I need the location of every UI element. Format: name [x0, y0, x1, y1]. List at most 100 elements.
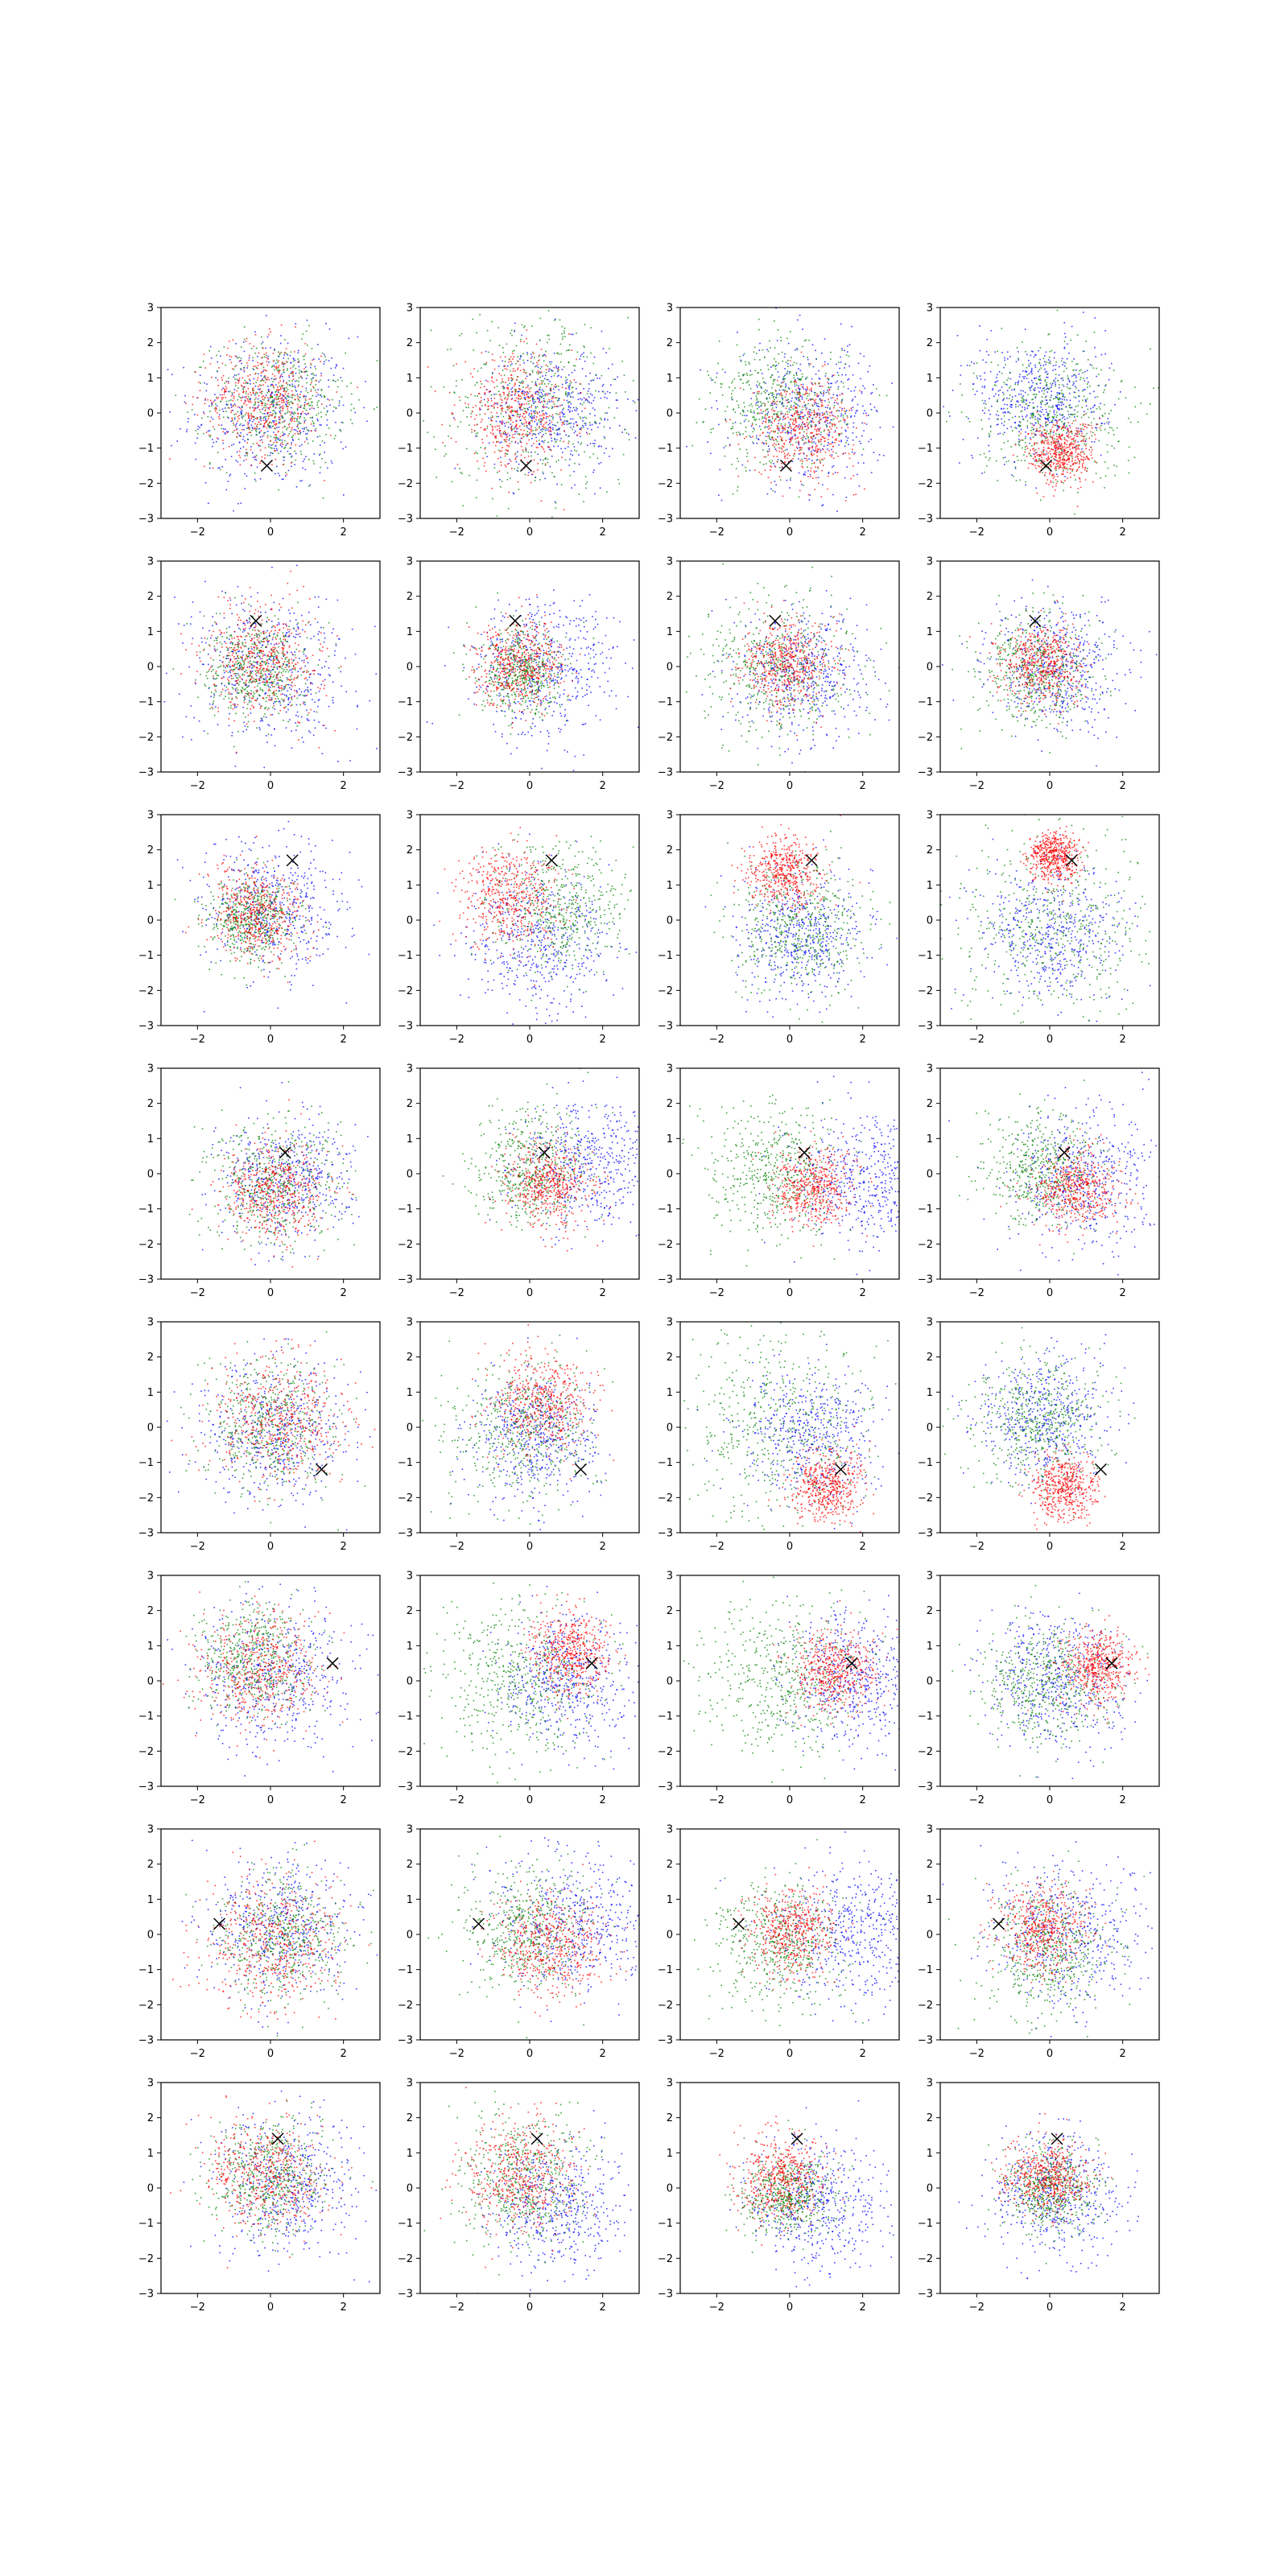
blue-point — [753, 392, 755, 394]
red-point — [852, 444, 855, 446]
blue-point — [580, 427, 581, 429]
red-point — [522, 369, 525, 370]
red-point — [836, 427, 838, 429]
blue-point — [299, 423, 300, 424]
red-point — [510, 361, 512, 363]
red-point — [829, 415, 831, 417]
green-point — [785, 361, 787, 363]
red-point — [813, 435, 815, 437]
red-point — [802, 411, 803, 414]
blue-point — [291, 371, 293, 373]
blue-point — [859, 440, 861, 443]
green-point — [436, 477, 437, 478]
red-point — [770, 466, 773, 468]
green-point — [253, 443, 254, 445]
green-point — [485, 447, 486, 448]
green-point — [520, 338, 522, 341]
green-point — [430, 329, 432, 332]
green-point — [778, 415, 779, 417]
green-point — [775, 439, 778, 441]
blue-point — [1004, 456, 1006, 458]
green-point — [288, 453, 291, 455]
green-point — [287, 357, 289, 360]
green-point — [300, 405, 302, 407]
red-point — [283, 420, 285, 423]
green-point — [324, 461, 327, 464]
blue-point — [989, 413, 991, 415]
red-point — [281, 402, 283, 403]
blue-point — [229, 475, 230, 477]
green-point — [461, 379, 463, 381]
blue-point — [236, 423, 237, 424]
y-tick-label: −3 — [658, 514, 673, 526]
blue-point — [490, 419, 492, 421]
blue-point — [279, 411, 281, 413]
red-point — [245, 341, 247, 342]
red-point — [539, 418, 541, 420]
green-point — [240, 357, 242, 359]
blue-point — [562, 409, 564, 411]
green-point — [565, 377, 567, 378]
blue-point — [551, 369, 552, 371]
red-point — [291, 427, 293, 429]
green-point — [553, 476, 555, 478]
red-point — [198, 382, 200, 383]
green-point — [745, 466, 746, 469]
green-point — [227, 407, 229, 409]
blue-point — [788, 431, 790, 434]
green-point — [237, 411, 239, 413]
blue-point — [1059, 392, 1061, 394]
green-point — [526, 342, 528, 345]
red-point — [512, 421, 514, 423]
green-point — [295, 368, 297, 369]
blue-point — [782, 426, 784, 427]
green-point — [580, 383, 582, 386]
blue-point — [784, 374, 786, 377]
red-point — [257, 361, 259, 364]
blue-point — [1075, 380, 1077, 382]
blue-point — [528, 414, 530, 416]
blue-point — [348, 337, 350, 340]
blue-point — [1058, 365, 1060, 368]
red-point — [537, 469, 539, 471]
blue-point — [757, 401, 758, 403]
green-point — [726, 406, 729, 408]
blue-point — [1075, 377, 1077, 378]
blue-point — [811, 344, 814, 346]
green-point — [551, 369, 552, 372]
green-point — [251, 429, 253, 431]
blue-point — [716, 400, 717, 402]
green-point — [586, 356, 588, 358]
green-point — [510, 369, 511, 372]
green-point — [755, 418, 758, 420]
green-point — [257, 392, 258, 394]
red-point — [283, 381, 284, 383]
blue-point — [1046, 373, 1049, 375]
green-point — [555, 441, 557, 443]
red-point — [291, 390, 293, 392]
green-point — [318, 400, 320, 402]
red-point — [834, 423, 836, 426]
blue-point — [540, 418, 542, 419]
green-point — [747, 380, 749, 382]
red-point — [818, 482, 819, 485]
red-point — [222, 440, 224, 441]
green-point — [802, 376, 803, 378]
green-point — [782, 376, 785, 378]
green-point — [209, 411, 211, 412]
red-point — [824, 457, 825, 460]
green-point — [770, 377, 771, 378]
blue-point — [580, 353, 583, 356]
blue-point — [290, 447, 291, 449]
green-point — [766, 440, 767, 442]
blue-point — [583, 352, 584, 354]
red-point — [818, 382, 820, 384]
blue-point — [819, 415, 821, 417]
red-point — [539, 359, 540, 361]
blue-point — [510, 380, 513, 382]
blue-point — [331, 462, 333, 464]
blue-point — [240, 432, 242, 434]
red-point — [778, 450, 780, 452]
red-point — [488, 399, 489, 402]
blue-point — [295, 372, 297, 374]
